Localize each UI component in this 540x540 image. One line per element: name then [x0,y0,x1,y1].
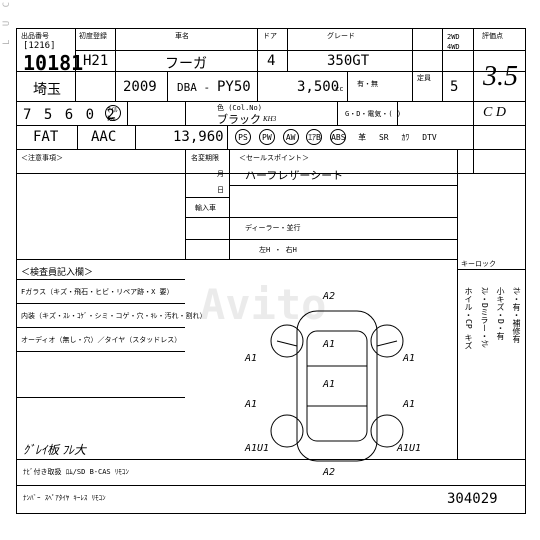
equip-airbag: ｴｱB [306,129,322,145]
grade: 350GT [327,53,369,69]
equip-aw: AW [283,129,299,145]
seats: 5 [450,79,458,95]
auction-sheet: 出品番号 [1216] 10181 初度登録 H21 車名 フーガ ドア 4 グ… [16,28,526,514]
fuel: G・D・電気・( ) [345,109,401,119]
shift: FAT [33,129,58,145]
ac: AAC [91,129,116,145]
insp-label: 有・無 [357,79,378,89]
dmg-a1u1-left: A1U1 [245,443,269,454]
equip-kawa: ｶﾜ [401,133,409,142]
equip-sr: SR [379,133,389,142]
start-price: 13,960 [173,129,224,145]
serial: 304029 [447,491,498,507]
doors: 4 [267,53,275,69]
dmg-a1u1-right: A1U1 [397,443,421,454]
cc-label: cc [335,85,343,93]
lr-label: 左H ・ 右H [259,245,297,255]
auction-code: [1216] [23,41,56,51]
side-note-2: ｽﾚ・Dミラー・ｸﾚ [479,287,490,447]
dmg-a1-roof1: A1 [323,339,335,350]
era-year: H21 [83,53,108,69]
dmg-a1-right2: A1 [403,399,415,410]
side-note-3: 小キズ・D・有 [495,287,506,447]
equip-abs: ABS [330,129,346,145]
footer-items: ﾅﾝﾊﾞｰ ｽﾍﾟｱﾀｲﾔ ｷｰﾚｽ ﾘﾓｺﾝ [23,493,106,503]
color-code: KH3 [263,115,276,123]
drive-4wd: 4WD [447,43,460,51]
label-grade: グレード [327,31,355,41]
label-firstreg: 初度登録 [79,31,107,41]
sales-line1: ハーフレザーシート [245,167,343,183]
month-label: 月 [217,169,224,179]
seat-label: 定員 [417,73,431,83]
day-label: 日 [217,185,224,195]
notes-header: ＜注意事項＞ [21,153,63,163]
hand-note: ｸﾞﾚｲ板 ﾌﾚ大 [23,441,86,458]
side-note-4: ｵﾚ・有・補修有 [511,287,522,447]
displacement: 3,500 [297,79,339,95]
car-name: フーガ [165,53,207,73]
label-score: 評価点 [482,31,503,41]
dealer-label: ディーラー・並行 [245,223,301,233]
equip-leather: 革 [358,133,366,142]
km-label: ﾏｲﾙ km [107,105,118,123]
drive-2wd: 2WD [447,33,460,41]
equip-ps: PS [235,129,251,145]
lot-number: 10181 [23,51,83,75]
type-prefix: DBA - [177,81,210,94]
type-code: PY50 [217,79,251,95]
label-lot: 出品番号 [21,31,49,41]
dmg-a1-roof2: A1 [323,379,335,390]
score-hand: 3.5 [483,61,518,93]
dmg-a1-left1: A1 [245,353,257,364]
sales-point-label: ＜セールスポイント＞ [239,153,309,163]
interior-line: 内装（キズ・ｽﾚ・ｺｹﾞ・シミ・コゲ・穴・ｷﾚ・汚れ・割れ） [21,311,207,321]
car-diagram: A2 A1 A1 A1 A1 A1U1 A1 A1 A1U1 A2 [227,291,447,481]
year: 2009 [123,79,157,95]
watermark-side: L U C K Y [2,0,12,45]
glass-line: Fガラス（キズ・飛石・ヒビ・リペア跡・X 要） [21,287,174,297]
label-carname: 車名 [175,31,189,41]
date-label: 名変期限 [191,153,219,163]
ext-int-grade: C D [483,105,506,121]
footer-items2: ﾅﾋﾞ付き取扱 ﾛﾑ/SD B-CAS ﾘﾓｺﾝ [23,467,129,477]
color: ブラック [217,111,261,127]
dmg-a2-rear: A2 [323,467,335,478]
keylock-label: キーロック [461,259,496,269]
mileage: 7 5 6 0 2 [23,107,117,123]
dmg-a2-front: A2 [323,291,335,302]
audio-line: オーディオ（無し・穴）／タイヤ（スタッドレス） [21,335,181,345]
dmg-a1-right1: A1 [403,353,415,364]
dmg-a1-left2: A1 [245,399,257,410]
region: 埼玉 [33,79,61,99]
label-door: ドア [263,31,277,41]
import-label: 輸入車 [195,203,216,213]
side-note-1: ホイル・CP キズ [463,287,474,447]
equip-pw: PW [259,129,275,145]
equip-dtv: DTV [422,133,436,142]
equipment-row: PS PW AW ｴｱB ABS 革 SR ｶﾜ DTV [235,129,441,145]
inspection-header: ＜検査員記入欄＞ [21,265,93,278]
